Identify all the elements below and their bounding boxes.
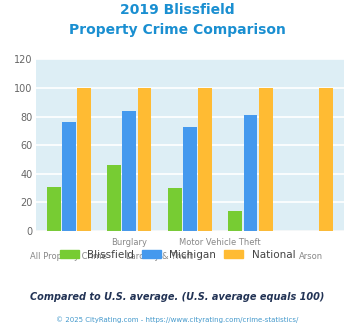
- Bar: [77, 88, 91, 231]
- Bar: [228, 211, 242, 231]
- Bar: [47, 187, 61, 231]
- Bar: [168, 188, 182, 231]
- Text: Burglary: Burglary: [111, 238, 147, 247]
- Bar: [137, 88, 152, 231]
- Bar: [183, 127, 197, 231]
- Bar: [198, 88, 212, 231]
- Bar: [107, 165, 121, 231]
- Bar: [122, 111, 136, 231]
- Legend: Blissfield, Michigan, National: Blissfield, Michigan, National: [56, 246, 299, 264]
- Bar: [319, 88, 333, 231]
- Text: Motor Vehicle Theft: Motor Vehicle Theft: [179, 238, 261, 247]
- Text: Arson: Arson: [299, 251, 323, 261]
- Text: Property Crime Comparison: Property Crime Comparison: [69, 23, 286, 37]
- Text: 2019 Blissfield: 2019 Blissfield: [120, 3, 235, 17]
- Bar: [62, 122, 76, 231]
- Text: Larceny & Theft: Larceny & Theft: [126, 251, 193, 261]
- Text: Compared to U.S. average. (U.S. average equals 100): Compared to U.S. average. (U.S. average …: [30, 292, 325, 302]
- Bar: [244, 115, 257, 231]
- Bar: [259, 88, 273, 231]
- Text: All Property Crime: All Property Crime: [31, 251, 107, 261]
- Text: © 2025 CityRating.com - https://www.cityrating.com/crime-statistics/: © 2025 CityRating.com - https://www.city…: [56, 317, 299, 323]
